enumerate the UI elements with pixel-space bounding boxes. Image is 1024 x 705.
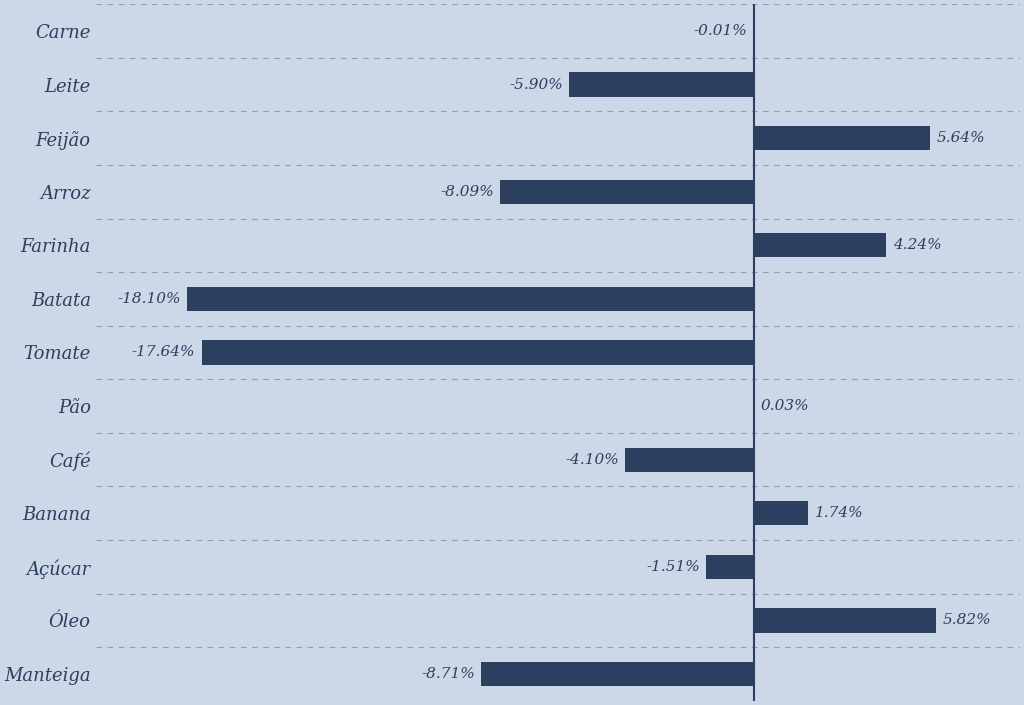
Bar (754, 501, 808, 525)
Text: -8.09%: -8.09% (440, 185, 495, 199)
Text: -18.10%: -18.10% (118, 292, 181, 306)
Text: 1.74%: 1.74% (814, 506, 863, 520)
Bar (187, 287, 754, 311)
Bar (754, 126, 930, 150)
Text: 5.64%: 5.64% (937, 131, 985, 145)
Bar (481, 662, 754, 686)
Bar (754, 608, 936, 632)
Text: -5.90%: -5.90% (509, 78, 563, 92)
Bar (626, 448, 754, 472)
Text: -17.64%: -17.64% (132, 345, 196, 360)
Text: -4.10%: -4.10% (565, 453, 620, 467)
Text: -1.51%: -1.51% (646, 560, 700, 574)
Bar (754, 233, 887, 257)
Text: 4.24%: 4.24% (893, 238, 941, 252)
Text: -8.71%: -8.71% (421, 667, 475, 681)
Bar (202, 341, 754, 364)
Bar (501, 180, 754, 204)
Text: 0.03%: 0.03% (761, 399, 810, 413)
Bar (569, 73, 754, 97)
Text: 5.82%: 5.82% (942, 613, 991, 627)
Bar (707, 555, 754, 579)
Text: -0.01%: -0.01% (693, 24, 748, 38)
